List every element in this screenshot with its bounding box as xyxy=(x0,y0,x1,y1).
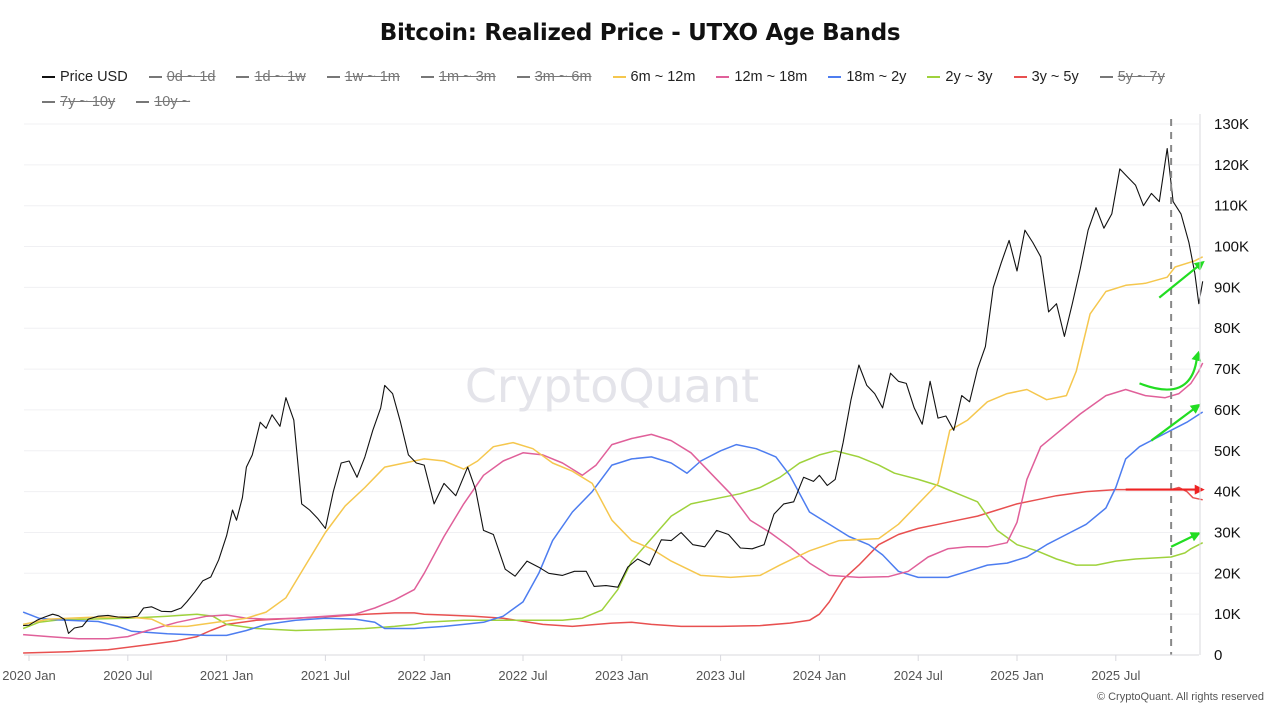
legend-item[interactable]: 1d ~ 1w xyxy=(236,66,306,88)
legend-item[interactable]: 1w ~ 1m xyxy=(326,66,400,88)
legend-item[interactable]: 1m ~ 3m xyxy=(420,66,496,88)
annotation-arrowhead-icon xyxy=(1189,403,1201,414)
y-tick-label: 30K xyxy=(1214,524,1241,541)
legend-label: 3m ~ 6m xyxy=(534,69,592,85)
legend-swatch-icon xyxy=(136,101,150,103)
y-tick-label: 130K xyxy=(1214,116,1249,133)
legend-label: 0d ~ 1d xyxy=(166,69,216,85)
legend-item[interactable]: 12m ~ 18m xyxy=(716,66,807,88)
legend-swatch-icon xyxy=(612,76,626,78)
legend-item[interactable]: 18m ~ 2y xyxy=(828,66,906,88)
legend-swatch-icon xyxy=(42,76,55,78)
legend-label: 6m ~ 12m xyxy=(630,69,696,85)
legend-swatch-icon xyxy=(1013,76,1027,78)
y-tick-label: 40K xyxy=(1214,484,1241,501)
legend-swatch-icon xyxy=(716,76,730,78)
legend-swatch-icon xyxy=(236,76,250,78)
x-tick-label: 2024 Jan xyxy=(793,668,847,683)
legend-label: 1d ~ 1w xyxy=(254,69,306,85)
series-line-3y-5y[interactable] xyxy=(23,486,1203,654)
copyright-text: © CryptoQuant. All rights reserved xyxy=(1096,691,1264,703)
series-line-price-usd[interactable] xyxy=(23,147,1204,634)
y-tick-label: 70K xyxy=(1214,361,1241,378)
series-line-6m-12m[interactable] xyxy=(22,256,1204,628)
legend-item[interactable]: 7y ~ 10y xyxy=(42,91,115,113)
x-tick-label: 2022 Jan xyxy=(397,668,451,683)
annotation-arrow xyxy=(1150,404,1199,442)
legend-label: 18m ~ 2y xyxy=(846,69,907,85)
x-tick-label: 2025 Jan xyxy=(990,668,1044,683)
legend-label: 10y ~ xyxy=(154,94,191,110)
series-line-18m-2y[interactable] xyxy=(22,411,1204,637)
legend-swatch-icon xyxy=(516,76,530,78)
y-tick-label: 90K xyxy=(1214,279,1241,296)
y-tick-label: 20K xyxy=(1214,565,1241,582)
legend-label: 3y ~ 5y xyxy=(1031,69,1079,85)
legend-swatch-icon xyxy=(148,76,162,78)
x-tick-label: 2024 Jul xyxy=(894,668,943,683)
x-tick-label: 2021 Jan xyxy=(200,668,254,683)
legend-swatch-icon xyxy=(927,76,941,78)
legend-label: 7y ~ 10y xyxy=(60,94,116,110)
series-line-2y-3y[interactable] xyxy=(22,450,1204,632)
annotation-arrowhead-icon xyxy=(1189,532,1201,542)
chart-title: Bitcoin: Realized Price - UTXO Age Bands xyxy=(379,20,901,46)
legend-item[interactable]: 5y ~ 7y xyxy=(1099,66,1165,88)
legend-swatch-icon xyxy=(828,76,842,78)
x-tick-label: 2023 Jan xyxy=(595,668,649,683)
y-tick-label: 100K xyxy=(1214,239,1249,256)
annotation-layer xyxy=(1125,260,1205,548)
legend-item[interactable]: 3y ~ 5y xyxy=(1013,66,1079,88)
y-tick-label: 50K xyxy=(1214,443,1241,460)
x-tick-label: 2022 Jul xyxy=(498,668,547,683)
legend-label: 5y ~ 7y xyxy=(1117,69,1165,85)
legend-swatch-icon xyxy=(420,76,434,78)
x-tick-label: 2020 Jul xyxy=(103,668,152,683)
axes: 0 10K 20K 30K 40K 50K 60K 70K 80K 90K 100K 110K 120K… xyxy=(2,114,1249,683)
watermark: CryptoQuant xyxy=(465,359,759,413)
series-line-12m-18m[interactable] xyxy=(23,362,1204,640)
annotation-arrow xyxy=(1158,261,1204,299)
legend-item[interactable]: 3m ~ 6m xyxy=(516,66,592,88)
legend-swatch-icon xyxy=(1099,76,1113,78)
legend-label: 1m ~ 3m xyxy=(438,69,496,85)
legend-item[interactable]: Price USD xyxy=(42,66,128,88)
chart-legend: Price USD 0d ~ 1d 1d ~ 1w 1w ~ 1m 1m ~ 3m 3m … xyxy=(42,63,1262,113)
y-tick-label: 80K xyxy=(1214,320,1241,337)
legend-item[interactable]: 10y ~ xyxy=(136,91,190,113)
annotation-arrow xyxy=(1139,358,1198,391)
y-tick-label: 10K xyxy=(1214,606,1241,623)
y-tick-label: 110K xyxy=(1214,198,1248,215)
legend-label: 12m ~ 18m xyxy=(734,69,808,85)
series-layer xyxy=(22,147,1204,654)
legend-label: Price USD xyxy=(60,69,128,85)
x-tick-label: 2025 Jul xyxy=(1091,668,1140,683)
x-tick-label: 2021 Jul xyxy=(301,668,350,683)
y-tick-label: 0 xyxy=(1214,647,1222,664)
y-tick-label: 120K xyxy=(1214,157,1249,174)
legend-item[interactable]: 0d ~ 1d xyxy=(148,66,216,88)
annotation-arrowhead-icon xyxy=(1193,260,1205,272)
annotation-arrowhead-icon xyxy=(1191,350,1202,362)
legend-swatch-icon xyxy=(42,101,55,103)
legend-label: 2y ~ 3y xyxy=(945,69,993,85)
x-tick-label: 2023 Jul xyxy=(696,668,745,683)
grid-lines xyxy=(24,123,1199,615)
y-tick-label: 60K xyxy=(1214,402,1241,419)
legend-item[interactable]: 6m ~ 12m xyxy=(612,66,696,88)
legend-item[interactable]: 2y ~ 3y xyxy=(927,66,993,88)
x-tick-label: 2020 Jan xyxy=(2,668,56,683)
legend-swatch-icon xyxy=(326,76,340,78)
legend-label: 1w ~ 1m xyxy=(344,69,400,85)
